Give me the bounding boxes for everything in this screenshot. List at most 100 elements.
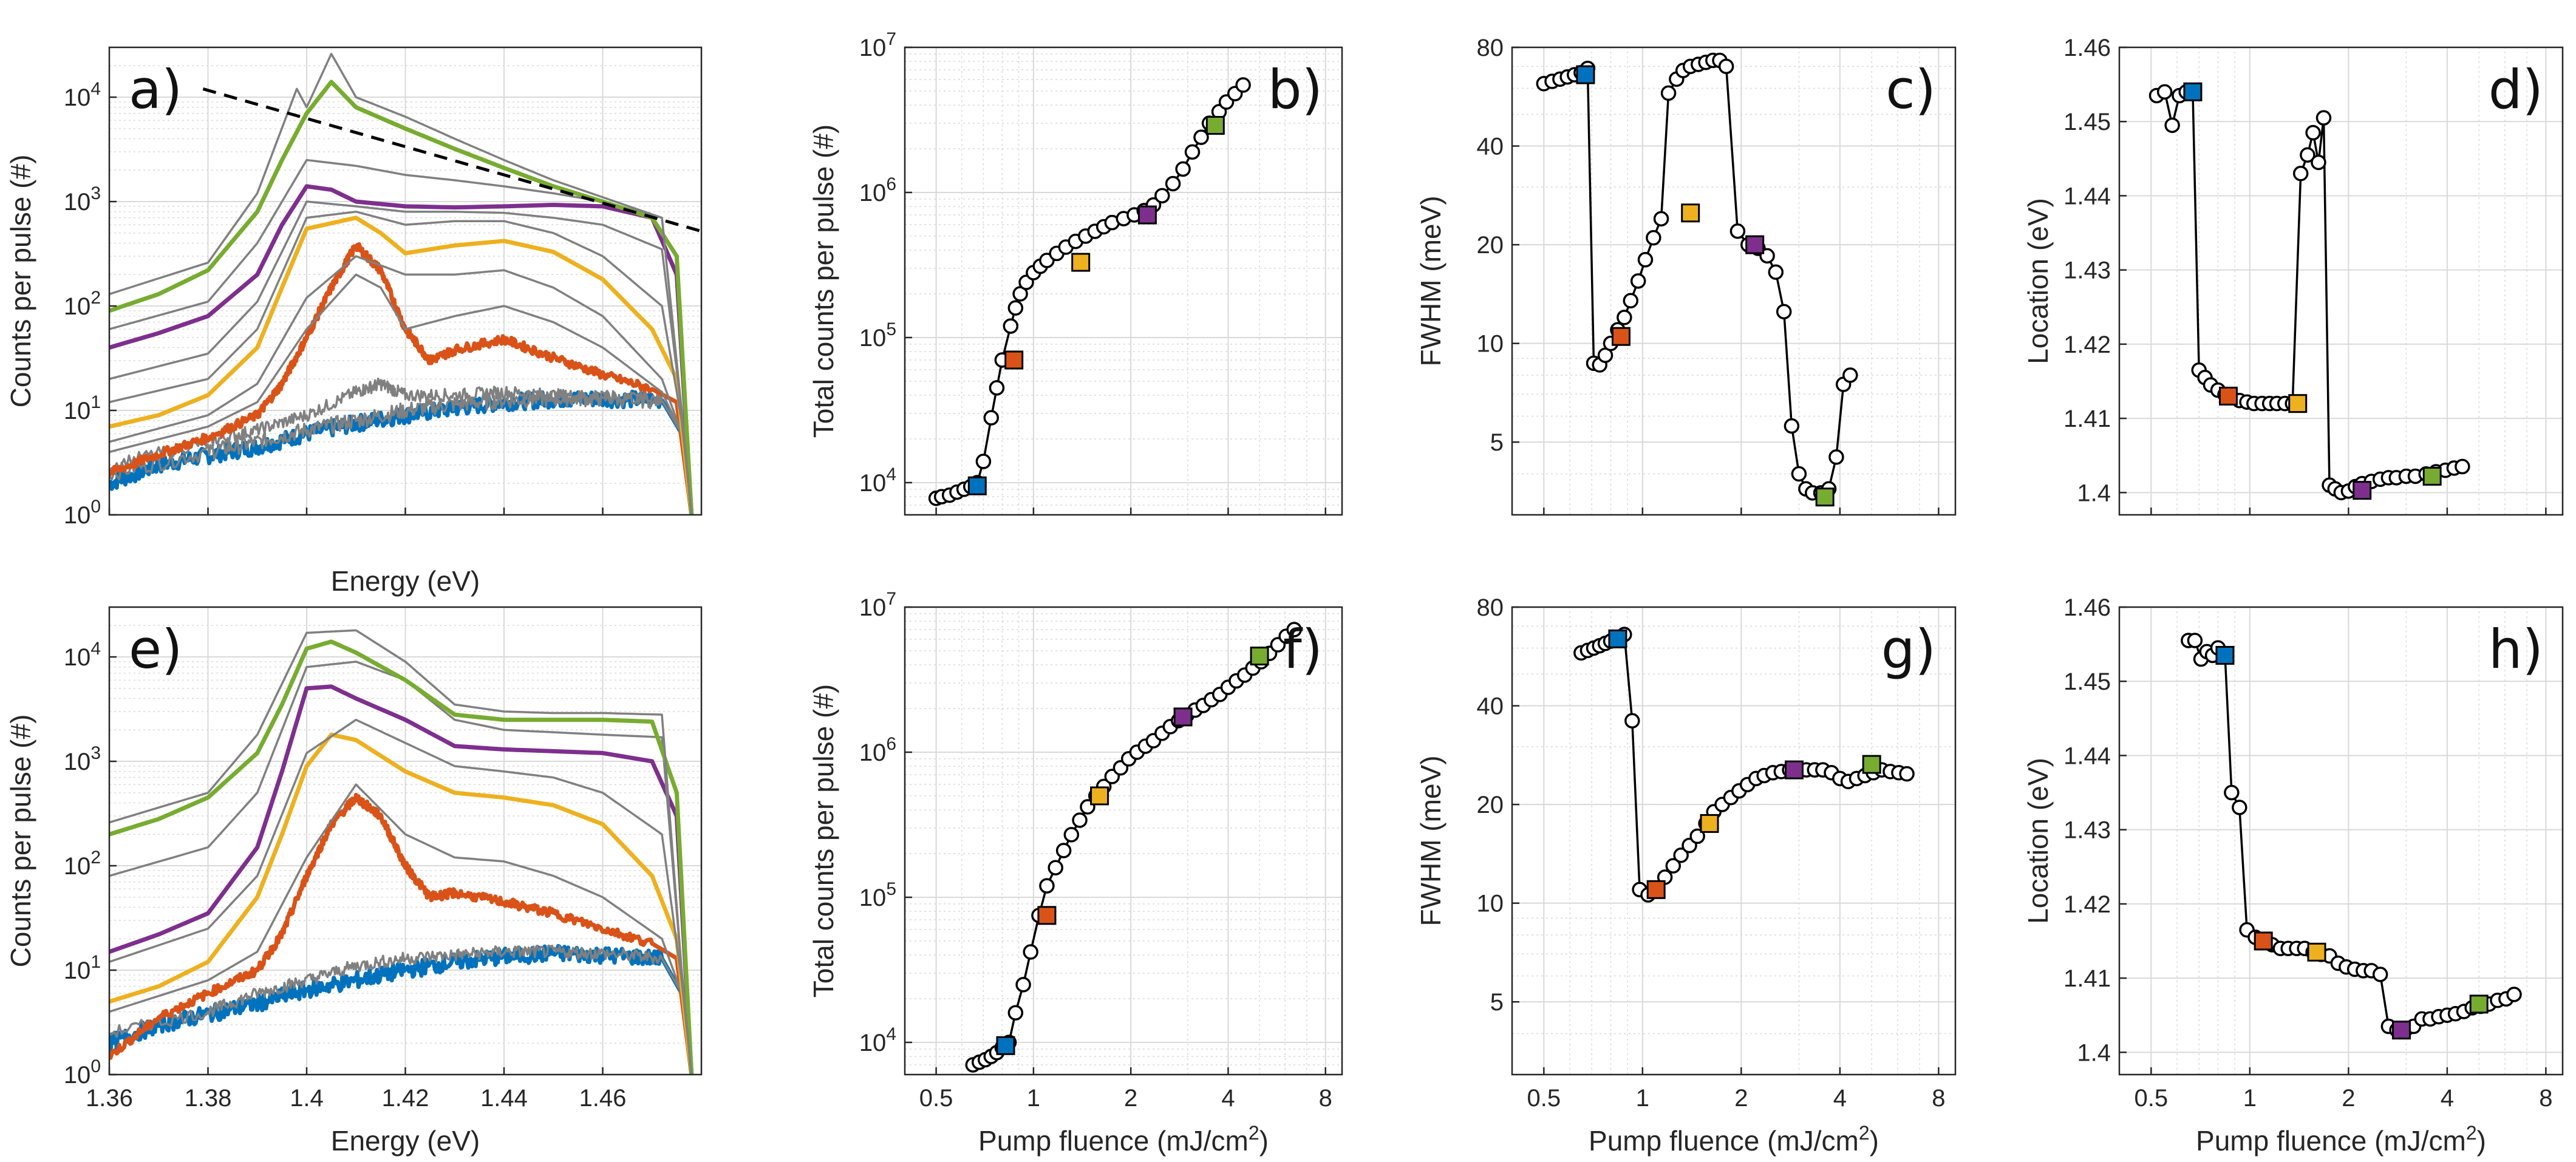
data-line <box>1543 59 1852 494</box>
plot-area <box>109 52 694 515</box>
plot-area <box>928 77 1251 506</box>
y-tick-label: 107 <box>859 589 896 621</box>
highlight-marker-green <box>1815 488 1835 507</box>
x-axis-label: Pump fluence (mJ/cm2) <box>978 1122 1269 1157</box>
x-axis-label: Pump fluence (mJ/cm2) <box>2196 1122 2486 1157</box>
data-point <box>2315 110 2332 126</box>
data-point <box>2164 117 2180 134</box>
data-point <box>1784 418 1800 434</box>
highlight-marker-purple <box>1173 707 1193 727</box>
highlight-marker-green <box>1205 115 1225 135</box>
axes-box <box>1511 46 1957 516</box>
y-tick-label: 101 <box>64 392 101 424</box>
panel-label: a) <box>129 58 182 121</box>
data-point <box>1673 847 1689 863</box>
data-point <box>1184 144 1201 160</box>
data-point <box>1023 944 1038 960</box>
data-point <box>1718 58 1734 75</box>
panel-label: d) <box>2489 58 2543 121</box>
panel-label: c) <box>1886 58 1936 121</box>
data-line <box>972 628 1295 1066</box>
highlight-marker-purple <box>1784 760 1804 780</box>
x-tick-label: 8 <box>1932 1085 1945 1112</box>
x-tick-label: 2 <box>2342 1085 2355 1112</box>
series-line-gray <box>109 629 693 1075</box>
data-point <box>1729 223 1746 239</box>
x-tick-label: 2 <box>1124 1085 1137 1112</box>
data-point <box>1154 188 1170 204</box>
data-point <box>1055 843 1072 858</box>
y-axis-label: Location (eV) <box>2022 198 2054 364</box>
y-tick-label: 1.41 <box>2063 406 2111 432</box>
highlight-marker-orange <box>2218 386 2238 406</box>
highlight-marker-green <box>1862 755 1881 774</box>
data-point <box>2232 800 2247 815</box>
highlight-marker-green <box>1250 647 1269 666</box>
y-tick-label: 1.45 <box>2063 668 2111 695</box>
highlight-marker-orange <box>1646 880 1666 899</box>
axes: 104 105 106 107 0.5 1 2 4 8 <box>859 589 1343 1112</box>
data-point <box>1665 858 1682 874</box>
highlight-marker-orange <box>1037 906 1057 925</box>
x-tick-label: 1.38 <box>185 1085 232 1112</box>
y-axis-label: Total counts per pulse (#) <box>808 684 839 998</box>
y-tick-label: 101 <box>64 952 101 984</box>
data-point <box>1791 466 1807 482</box>
highlight-marker-yellow <box>1700 814 1719 833</box>
axes-box <box>2118 46 2564 516</box>
panel-g: 5 10 20 40 80 0.5 1 2 4 8 FWHM (meV) Pump fluence (… <box>1415 594 1957 1157</box>
x-tick-label: 4 <box>1833 1085 1847 1112</box>
panel-c: 5 10 20 40 80 FWHM (meV) c) <box>1415 35 1957 516</box>
y-tick-label: 1.45 <box>2063 109 2111 135</box>
data-point <box>1660 85 1677 101</box>
x-tick-label: 1 <box>1027 1085 1040 1112</box>
highlight-marker-yellow <box>1090 786 1109 806</box>
panel-label: g) <box>1881 618 1936 681</box>
x-tick-label: 8 <box>1319 1085 1332 1112</box>
data-point <box>2300 147 2315 163</box>
panel-label: h) <box>2489 618 2543 681</box>
y-tick-label: 80 <box>1477 594 1504 621</box>
highlight-marker-orange <box>1004 350 1024 370</box>
data-point <box>1039 878 1055 894</box>
y-tick-label: 104 <box>859 1024 896 1056</box>
data-point <box>1007 1005 1024 1021</box>
highlight-marker-yellow <box>1071 253 1091 272</box>
data-point <box>1015 977 1031 993</box>
data-point <box>2156 84 2173 100</box>
y-axis-label: FWHM (meV) <box>1415 755 1446 926</box>
y-tick-label: 104 <box>64 79 101 111</box>
plot-area <box>1573 627 1915 903</box>
y-tick-label: 20 <box>1477 232 1504 259</box>
data-point <box>989 380 1005 396</box>
panel-a: 100 101 102 103 104 Counts per pulse (#) Energ… <box>5 46 703 597</box>
axes: 1.4 1.41 1.42 1.43 1.44 1.45 1.46 <box>2063 35 2564 516</box>
highlight-marker-purple <box>2391 1021 2411 1040</box>
highlight-marker-yellow <box>2288 394 2308 413</box>
data-point <box>1175 161 1191 177</box>
panel-label: b) <box>1268 58 1323 121</box>
y-tick-label: 1.44 <box>2063 742 2111 769</box>
series-line-purple <box>109 684 694 1075</box>
highlight-marker-purple <box>1137 205 1157 225</box>
axes-box <box>2118 606 2564 1076</box>
plot-area <box>2181 633 2522 1040</box>
y-tick-label: 10 <box>1477 891 1504 917</box>
data-point <box>1048 860 1063 875</box>
grid <box>109 606 701 1075</box>
highlight-marker-blue <box>967 476 987 495</box>
y-tick-label: 104 <box>859 464 896 497</box>
series-line-yellow <box>109 216 694 515</box>
series-line-green <box>109 639 694 1075</box>
y-tick-label: 10 <box>1477 331 1504 358</box>
y-tick-label: 80 <box>1477 35 1504 61</box>
data-point <box>1072 812 1088 828</box>
x-tick-label: 4 <box>1221 1085 1235 1112</box>
y-axis-label: Counts per pulse (#) <box>5 155 36 408</box>
axes: 5 10 20 40 80 0.5 1 2 4 8 <box>1477 594 1957 1112</box>
y-tick-label: 1.43 <box>2063 257 2111 284</box>
y-tick-label: 102 <box>64 848 101 880</box>
plot-area <box>109 629 694 1075</box>
y-tick-label: 5 <box>1490 429 1504 456</box>
x-tick-label: 1.4 <box>290 1085 324 1112</box>
